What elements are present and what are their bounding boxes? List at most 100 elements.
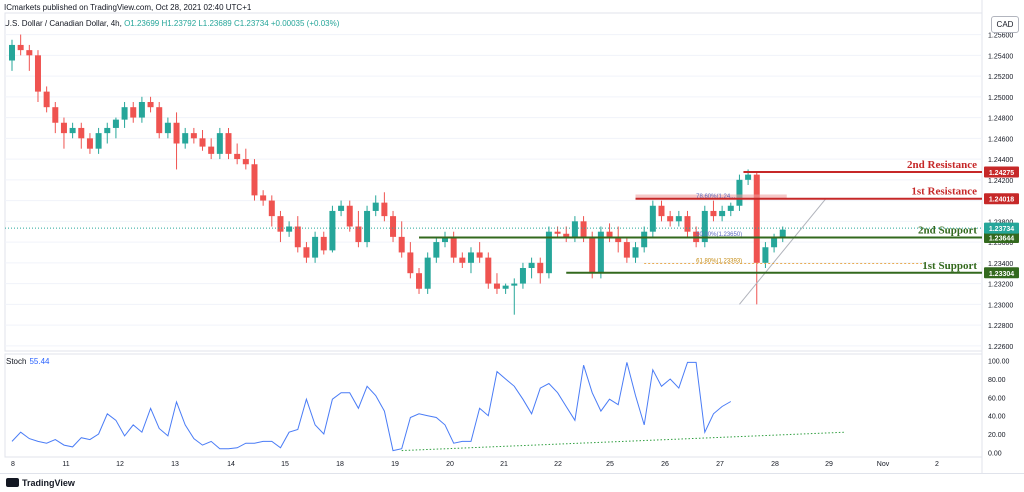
candle-body [571,221,578,237]
candle-body [69,127,76,134]
time-tick-label: 19 [391,461,399,468]
price-pane-frame [4,12,983,352]
candle-body [407,252,414,274]
footer: TradingView [0,473,1024,492]
time-tick-label: 8 [11,461,15,468]
time-tick-label: Nov [877,461,890,468]
resistance-zone [635,194,787,199]
price-tick-label: 1.24800 [988,116,1013,123]
candle-body [589,236,596,274]
stoch-tick-label: 80.00 [988,377,1006,384]
fib-trend-line [739,198,827,305]
tradingview-logo[interactable]: TradingView [6,478,75,488]
price-tick-label: 1.24400 [988,157,1013,164]
candle-body [156,107,163,134]
candle-body [95,133,102,149]
candle-body [658,205,665,217]
candle-body [173,122,180,144]
ohlc-legend: U.S. Dollar / Canadian Dollar, 4h, O1.23… [4,19,339,28]
candle-body [493,283,500,289]
overlays: 78.60%(1.24... 50.00%(1.23650) 61.80%(1.23… [5,159,1019,305]
level-price-label: 1.24275 [989,170,1014,177]
publisher-text: ICmarkets published on TradingView.com, … [4,3,252,12]
time-tick-label: 15 [281,461,289,468]
time-tick-label: 14 [227,461,235,468]
candle-body [771,236,778,248]
price-tick-label: 1.25600 [988,33,1013,40]
candle-body [442,236,448,243]
stoch-pane: 100.00 80.00 60.00 40.00 20.00 0.00 [11,359,1010,457]
candle-body [684,216,691,232]
candle-body [519,268,526,284]
price-tick-label: 1.23000 [988,302,1013,309]
tradingview-logo-icon [6,478,19,487]
currency-button[interactable]: CAD [991,16,1019,33]
time-tick-label: 13 [171,461,179,468]
candle-body [597,231,604,274]
stoch-legend: Stoch 55.44 [6,357,50,366]
price-tick-label: 1.25000 [988,95,1013,102]
price-axis: 1.25600 1.25400 1.25200 1.25000 1.24800 1.246… [988,33,1013,351]
fib-level-label: 50.00%(1.23650) [696,232,742,238]
time-tick-label: 2 [935,461,939,468]
fib-level-label: 78.60%(1.24... [696,194,735,200]
candle-body [537,262,544,274]
candle-body [104,127,111,134]
candle-body [641,231,648,248]
candle-body [450,236,457,258]
stoch-tick-label: 100.00 [988,359,1010,366]
candle-body [294,226,301,248]
candle-body [277,216,284,232]
stoch-tick-label: 20.00 [988,432,1006,439]
candle-body [147,102,154,108]
candle-body [130,107,137,118]
candle-body [416,273,423,289]
candle-body [753,174,760,263]
price-tick-label: 1.24200 [988,178,1013,185]
level-price-tag [984,267,1019,279]
candle-body [86,138,93,149]
current-price-tag [984,222,1019,234]
level-label: 1st Support [922,260,977,272]
time-tick-label: 12 [116,461,124,468]
candle-body [234,153,241,160]
candle-body [372,202,379,211]
candle-body [26,50,33,56]
stoch-trend-line [401,431,846,452]
candle-body [485,257,492,284]
candle-body [364,210,371,243]
candle-body [719,210,726,217]
level-price-tag [984,231,1019,243]
current-price-label: 1.23734 [989,226,1014,233]
candle-body [60,122,67,134]
level-price-label: 1.23304 [989,271,1014,278]
time-tick-label: 27 [716,461,724,468]
level-label: 2nd Resistance [907,159,977,171]
level-price-tag [984,193,1019,205]
time-tick-label: 25 [606,461,614,468]
price-tick-label: 1.24600 [988,136,1013,143]
candle-body [381,202,388,217]
price-tick-label: 1.25400 [988,53,1013,60]
candle-body [9,44,15,61]
grid-lines [4,0,983,473]
level-label: 2nd Support [918,224,977,236]
candle-body [727,205,734,211]
candle-body [675,216,682,222]
candle-body [779,229,786,237]
candle-body [242,159,249,165]
candle-body [398,236,405,253]
stoch-pane-frame [4,353,983,458]
candle-body [112,119,119,128]
stoch-value: 55.44 [29,357,50,366]
candle-body [320,236,327,251]
candle-body [649,205,656,232]
candle-body [121,107,128,120]
candle-body [424,257,431,289]
candle-body [667,216,674,222]
time-axis: 8 11 12 13 14 15 18 19 20 21 22 25 26 27 28 29 Nov 2 [11,461,939,468]
candle-body [78,127,85,139]
price-chart[interactable]: 1.25600 1.25400 1.25200 1.25000 1.24800 1.246… [0,0,1024,473]
candle-body [476,252,483,258]
candle-body [623,242,630,258]
